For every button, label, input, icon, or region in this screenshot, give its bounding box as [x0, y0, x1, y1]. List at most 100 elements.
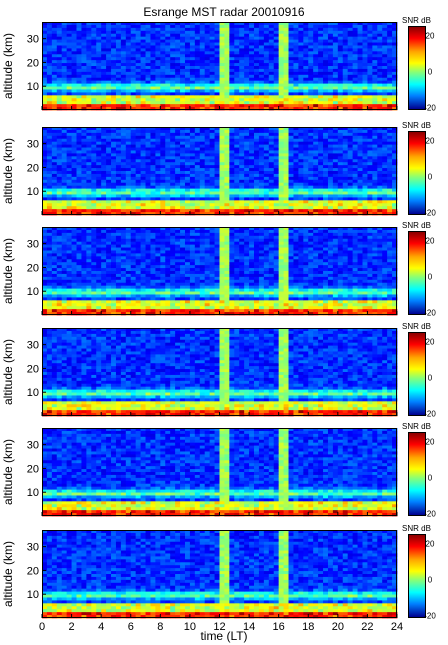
heatmap-cell [120, 297, 127, 301]
heatmap-cell [155, 212, 161, 216]
heatmap-cell [367, 191, 373, 195]
heatmap-cell [76, 92, 82, 96]
heatmap-cell [199, 89, 206, 93]
heatmap-cell [209, 42, 215, 46]
heatmap-cell [219, 63, 225, 67]
heatmap-cell [392, 27, 398, 32]
heatmap-cell [362, 39, 368, 43]
heatmap-cell [209, 176, 215, 181]
heatmap-cell [298, 27, 304, 32]
heatmap-cell [209, 57, 215, 61]
heatmap-cell [175, 33, 181, 38]
heatmap-cell [214, 77, 220, 82]
heatmap-cell [71, 60, 77, 64]
heatmap-cell [392, 39, 398, 43]
heatmap-cell [165, 27, 171, 32]
heatmap-cell [130, 229, 137, 234]
heatmap-cell [268, 173, 275, 178]
heatmap-cell [106, 63, 112, 67]
heatmap-cell [135, 74, 142, 79]
heatmap-cell [308, 203, 314, 207]
heatmap-cell [318, 191, 324, 195]
heatmap-cell [308, 209, 314, 213]
heatmap-cell [96, 27, 102, 32]
heatmap-cell [184, 101, 191, 105]
heatmap-cell [180, 95, 186, 99]
heatmap-cell [387, 197, 393, 201]
heatmap-cell [56, 276, 63, 281]
heatmap-cell [101, 80, 107, 84]
heatmap-cell [111, 135, 117, 140]
heatmap-cell [229, 188, 235, 192]
heatmap-cell [189, 98, 196, 102]
heatmap-cell [214, 182, 220, 187]
heatmap-cell [214, 197, 220, 201]
heatmap-cell [71, 212, 77, 216]
heatmap-cell [81, 179, 87, 184]
heatmap-cell [204, 74, 211, 79]
heatmap-cell [46, 253, 53, 257]
heatmap-cell [347, 168, 354, 172]
heatmap-cell [323, 57, 329, 61]
heatmap-cell [382, 24, 388, 29]
heatmap-cell [239, 165, 245, 169]
heatmap-cell [101, 24, 107, 29]
heatmap-cell [313, 33, 319, 38]
heatmap-cell [51, 138, 58, 143]
heatmap-cell [106, 247, 112, 251]
heatmap-cell [347, 77, 354, 82]
heatmap-cell [106, 271, 112, 275]
heatmap-cell [268, 135, 275, 140]
heatmap-cell [189, 197, 196, 201]
heatmap-cell [42, 279, 48, 284]
heatmap-cell [263, 89, 270, 93]
heatmap-cell [258, 71, 265, 76]
heatmap-cell [101, 48, 107, 52]
heatmap-cell [327, 89, 334, 93]
heatmap-cell [367, 168, 373, 172]
heatmap-cell [362, 48, 368, 52]
heatmap-cell [303, 203, 309, 207]
heatmap-cell [234, 107, 240, 111]
heatmap-cell [234, 135, 240, 140]
heatmap-cell [160, 95, 166, 99]
heatmap-cell [278, 212, 284, 216]
heatmap-cell [347, 200, 354, 204]
heatmap-cell [219, 132, 225, 137]
heatmap-cell [145, 98, 151, 102]
heatmap-cell [51, 54, 58, 58]
heatmap-cell [160, 89, 166, 93]
heatmap-cell [46, 98, 53, 102]
heatmap-cell [224, 60, 230, 64]
heatmap-cell [278, 39, 284, 43]
heatmap-cell [101, 144, 107, 148]
heatmap-cell [91, 63, 97, 67]
heatmap-cell [357, 92, 363, 96]
heatmap-cell [96, 229, 102, 234]
heatmap-cell [194, 182, 201, 187]
heatmap-cell [357, 95, 363, 99]
heatmap-cell [293, 104, 299, 108]
heatmap-cell [56, 74, 63, 79]
heatmap-cell [46, 129, 53, 134]
heatmap-cell [184, 48, 191, 52]
heatmap-cell [135, 176, 142, 181]
heatmap-cell [204, 206, 211, 210]
heatmap-cell [56, 98, 63, 102]
heatmap-cell [125, 144, 132, 148]
heatmap-cell [106, 232, 112, 237]
heatmap-cell [66, 285, 72, 289]
heatmap-cell [140, 30, 146, 35]
heatmap-cell [71, 54, 77, 58]
heatmap-cell [239, 22, 245, 26]
heatmap-cell [327, 159, 334, 163]
heatmap-cell [51, 71, 58, 76]
heatmap-cell [76, 256, 82, 260]
heatmap-cell [125, 206, 132, 210]
heatmap-cell [42, 66, 48, 70]
heatmap-cell [229, 95, 235, 99]
heatmap-cell [337, 185, 344, 189]
heatmap-cell [308, 89, 314, 93]
heatmap-cell [106, 156, 112, 160]
